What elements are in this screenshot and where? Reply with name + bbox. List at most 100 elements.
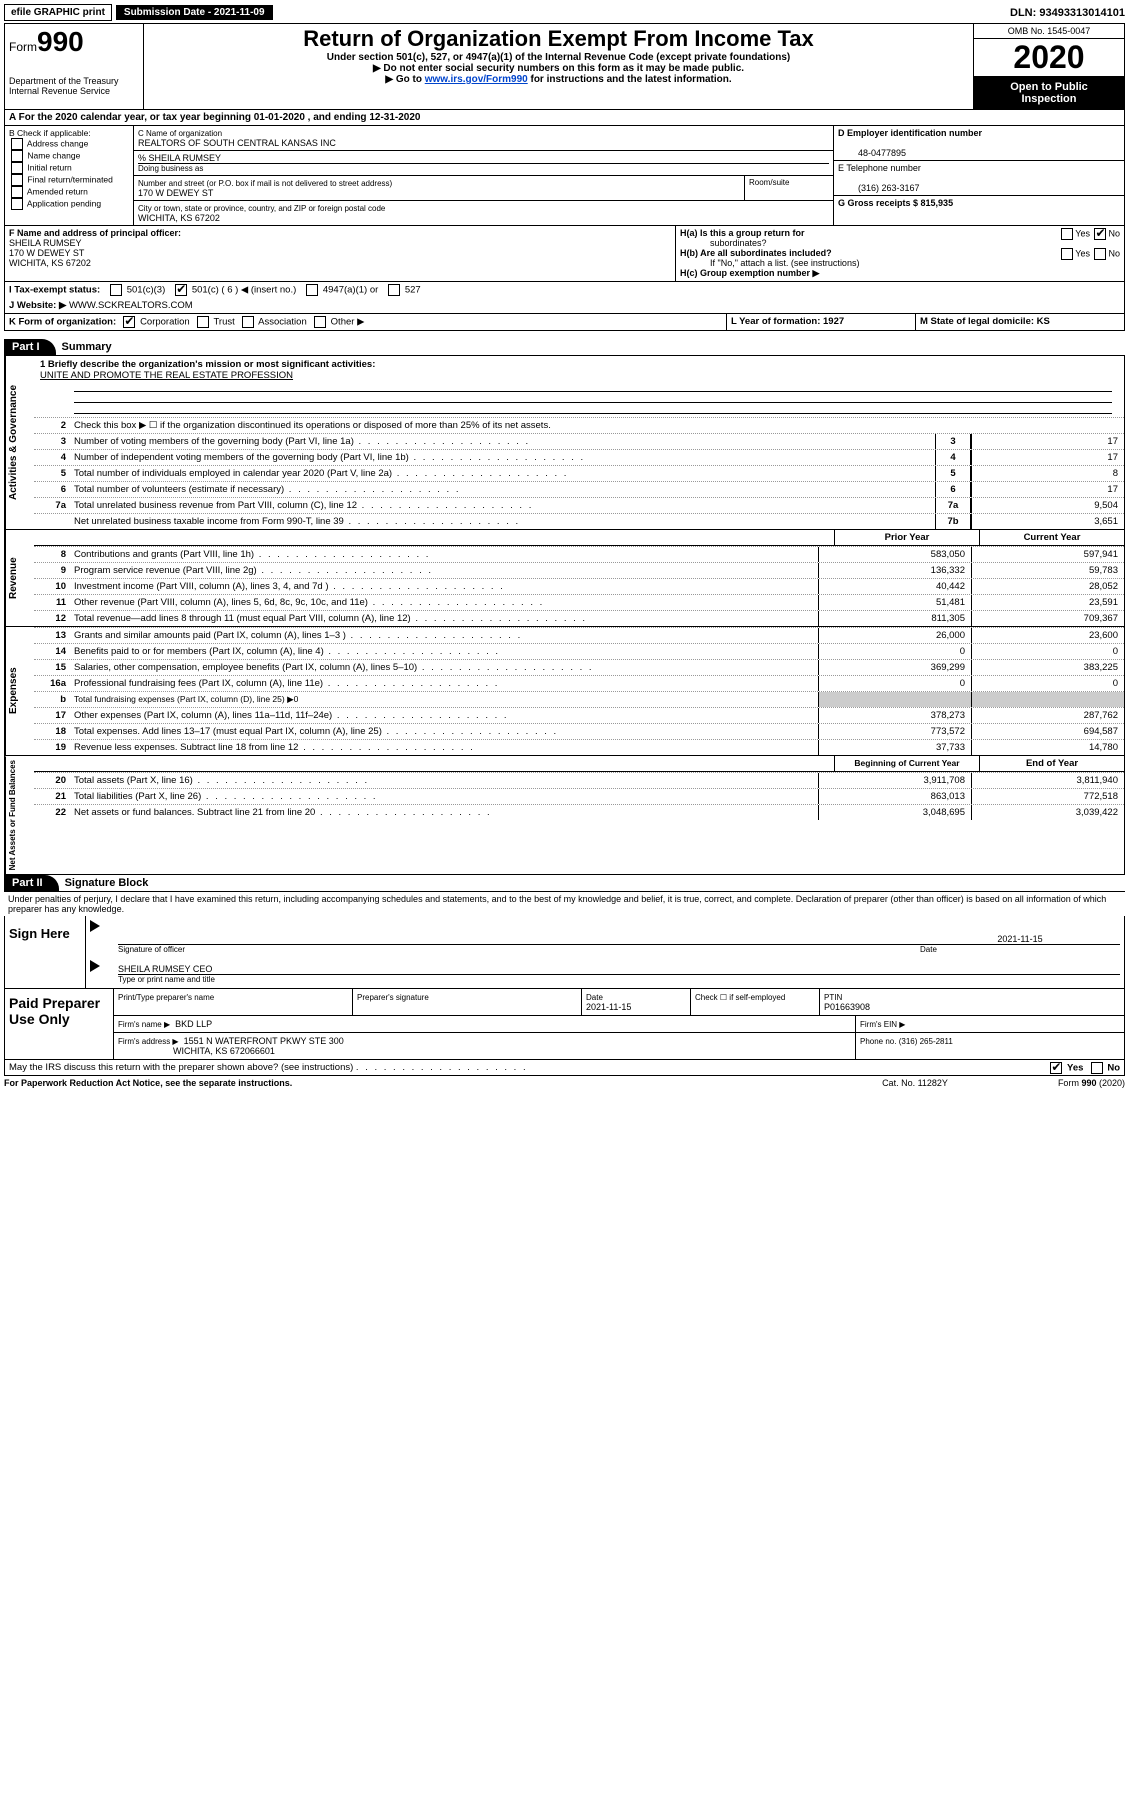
taxstatus-label: I Tax-exempt status:	[9, 285, 100, 296]
line-num: 17	[34, 708, 70, 723]
cb-trust[interactable]	[197, 316, 209, 328]
line-prior: 378,273	[818, 708, 971, 723]
line-cellnum: 5	[935, 466, 971, 481]
cb-name-label: Name change	[27, 150, 80, 160]
gov-line-7a: 7aTotal unrelated business revenue from …	[34, 497, 1124, 513]
ha-no-cb[interactable]	[1094, 228, 1106, 240]
cb-4947[interactable]	[306, 284, 318, 296]
dln-number: DLN: 93493313014101	[1010, 7, 1125, 19]
line-val: 8	[971, 466, 1124, 481]
expenses-body: 13Grants and similar amounts paid (Part …	[34, 627, 1124, 755]
line-prior: 773,572	[818, 724, 971, 739]
cb-pending[interactable]: Application pending	[9, 198, 129, 210]
sig-name-line[interactable]: SHEILA RUMSEY CEO	[118, 960, 1120, 975]
line-17: 17Other expenses (Part IX, column (A), l…	[34, 707, 1124, 723]
phone-value: (316) 263-3167	[838, 183, 920, 193]
hb-yes-cb[interactable]	[1061, 248, 1073, 260]
hdr-current-year: Current Year	[979, 530, 1124, 546]
cb-amended[interactable]: Amended return	[9, 186, 129, 198]
paid-right: Print/Type preparer's name Preparer's si…	[113, 989, 1124, 1059]
line-prior: 3,048,695	[818, 805, 971, 820]
line-num: 5	[34, 466, 70, 481]
cb-501c3[interactable]	[110, 284, 122, 296]
cb-other[interactable]	[314, 316, 326, 328]
line-desc: Grants and similar amounts paid (Part IX…	[70, 628, 818, 643]
line-prior: 583,050	[818, 547, 971, 562]
line-20: 20Total assets (Part X, line 16)3,911,70…	[34, 772, 1124, 788]
cb-name[interactable]: Name change	[9, 150, 129, 162]
cb-final[interactable]: Final return/terminated	[9, 174, 129, 186]
col-f-officer: F Name and address of principal officer:…	[5, 226, 675, 281]
line-num: b	[34, 692, 70, 707]
sign-arrow-1	[90, 920, 100, 932]
line-prior: 811,305	[818, 611, 971, 626]
line-desc: Program service revenue (Part VIII, line…	[70, 563, 818, 578]
goto-prefix: ▶ Go to	[385, 74, 424, 85]
website-value: WWW.SCKREALTORS.COM	[69, 300, 193, 311]
penalties-text: Under penalties of perjury, I declare th…	[4, 891, 1125, 916]
line-prior	[818, 692, 971, 707]
tax-year: 2020	[974, 39, 1124, 77]
line-val: 17	[971, 450, 1124, 465]
hb-label: H(b) Are all subordinates included?	[680, 248, 832, 258]
q1-mission: 1 Briefly describe the organization's mi…	[34, 356, 1124, 417]
q2-row: 2 Check this box ▶ ☐ if the organization…	[34, 417, 1124, 433]
page-footer: For Paperwork Reduction Act Notice, see …	[4, 1076, 1125, 1090]
cb-address[interactable]: Address change	[9, 138, 129, 150]
line-16a: 16aProfessional fundraising fees (Part I…	[34, 675, 1124, 691]
irs-link[interactable]: www.irs.gov/Form990	[425, 74, 528, 85]
form-subtitle-1: Under section 501(c), 527, or 4947(a)(1)…	[150, 52, 967, 63]
line-desc: Number of independent voting members of …	[70, 450, 935, 465]
org-name-value: REALTORS OF SOUTH CENTRAL KANSAS INC	[138, 138, 336, 148]
hdr-beginning: Beginning of Current Year	[834, 756, 979, 772]
cb-corp[interactable]	[123, 316, 135, 328]
opt-assoc: Association	[258, 317, 307, 328]
form-subtitle-2: ▶ Do not enter social security numbers o…	[150, 63, 967, 74]
opt-4947: 4947(a)(1) or	[323, 285, 378, 296]
sign-date-label: Date	[920, 945, 1120, 954]
cb-assoc[interactable]	[242, 316, 254, 328]
line-num: 14	[34, 644, 70, 659]
line-prior: 863,013	[818, 789, 971, 804]
line-current: 383,225	[971, 660, 1124, 675]
form-990: 990	[37, 26, 84, 57]
open-line2: Inspection	[1021, 93, 1076, 105]
hb-no-cb[interactable]	[1094, 248, 1106, 260]
cb-501c[interactable]	[175, 284, 187, 296]
line-desc: Total revenue—add lines 8 through 11 (mu…	[70, 611, 818, 626]
preparer-name-label: Print/Type preparer's name	[118, 993, 214, 1002]
header-middle: Return of Organization Exempt From Incom…	[144, 24, 973, 109]
cb-527[interactable]	[388, 284, 400, 296]
line-num: 7a	[34, 498, 70, 513]
line-desc: Contributions and grants (Part VIII, lin…	[70, 547, 818, 562]
cb-initial[interactable]: Initial return	[9, 162, 129, 174]
discuss-yes-cb[interactable]	[1050, 1062, 1062, 1074]
sig-officer-line[interactable]: 2021-11-15	[118, 920, 1120, 945]
gross-receipts: G Gross receipts $ 815,935	[838, 198, 953, 208]
row-j-website: J Website: ▶ WWW.SCKREALTORS.COM	[4, 298, 1125, 314]
phone-cell: E Telephone number (316) 263-3167	[834, 161, 1124, 196]
form-subtitle-3: ▶ Go to www.irs.gov/Form990 for instruct…	[150, 74, 967, 85]
line-num	[34, 514, 70, 529]
ein-value: 48-0477895	[838, 148, 906, 158]
q2-desc: Check this box ▶ ☐ if the organization d…	[70, 418, 1124, 433]
discuss-no-cb[interactable]	[1091, 1062, 1103, 1074]
line-desc: Revenue less expenses. Subtract line 18 …	[70, 740, 818, 755]
paid-row-2: Firm's name ▶ BKD LLP Firm's EIN ▶	[114, 1016, 1124, 1033]
line-prior: 0	[818, 644, 971, 659]
paid-label: Paid Preparer Use Only	[5, 989, 113, 1059]
efile-badge[interactable]: efile GRAPHIC print	[4, 4, 112, 21]
q2-num: 2	[34, 418, 70, 433]
line-val: 17	[971, 434, 1124, 449]
line-num: 8	[34, 547, 70, 562]
ha-yes-cb[interactable]	[1061, 228, 1073, 240]
line-current: 59,783	[971, 563, 1124, 578]
self-employed[interactable]: Check ☐ if self-employed	[695, 993, 785, 1002]
line-cellnum: 3	[935, 434, 971, 449]
line-prior: 40,442	[818, 579, 971, 594]
ein-label: D Employer identification number	[838, 128, 982, 138]
opt-other: Other ▶	[331, 317, 365, 328]
ptin-value: P01663908	[824, 1002, 870, 1012]
opt-501c: 501(c) ( 6 ) ◀ (insert no.)	[192, 285, 296, 296]
line-desc: Total liabilities (Part X, line 26)	[70, 789, 818, 804]
